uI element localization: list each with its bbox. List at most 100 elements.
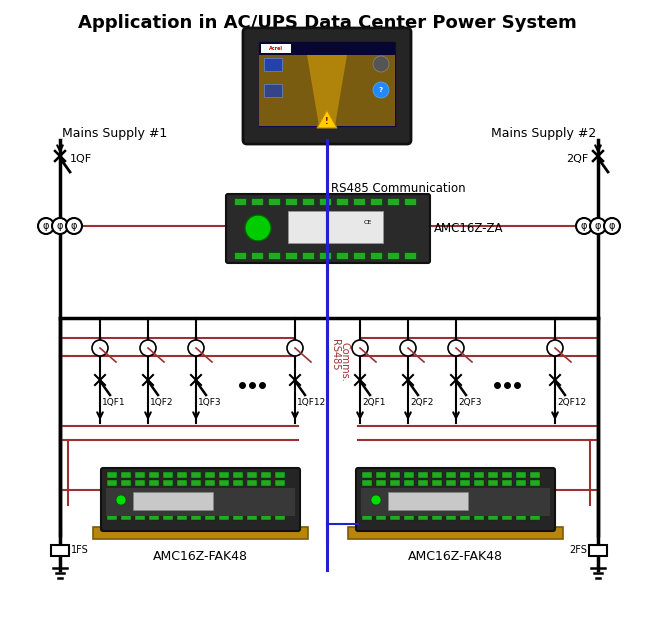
Bar xyxy=(516,472,526,478)
Bar xyxy=(285,252,297,259)
Bar xyxy=(370,252,382,259)
Bar xyxy=(177,480,187,486)
Bar xyxy=(348,527,563,539)
Circle shape xyxy=(287,340,303,356)
Text: 1QF12: 1QF12 xyxy=(297,398,326,407)
Text: 1FS: 1FS xyxy=(71,545,88,555)
Bar xyxy=(502,514,512,520)
Bar xyxy=(418,480,428,486)
Text: φ: φ xyxy=(43,221,49,231)
Text: 2QF12: 2QF12 xyxy=(557,398,586,407)
Text: 2FS: 2FS xyxy=(569,545,587,555)
Bar xyxy=(488,480,498,486)
Circle shape xyxy=(352,340,368,356)
Bar xyxy=(264,84,282,97)
Bar xyxy=(234,198,246,205)
Bar xyxy=(285,198,297,205)
Text: 2QF3: 2QF3 xyxy=(458,398,481,407)
Bar xyxy=(107,480,117,486)
Text: AMC16Z-ZA: AMC16Z-ZA xyxy=(434,222,504,235)
Text: φ: φ xyxy=(608,221,615,231)
Circle shape xyxy=(92,340,108,356)
Text: CE: CE xyxy=(364,220,372,225)
Bar xyxy=(135,514,145,520)
Bar xyxy=(362,480,372,486)
Bar xyxy=(460,480,470,486)
Bar xyxy=(432,514,442,520)
Bar xyxy=(233,472,243,478)
Bar xyxy=(418,472,428,478)
Circle shape xyxy=(245,215,271,241)
Bar xyxy=(149,514,159,520)
Circle shape xyxy=(66,218,82,234)
Bar xyxy=(107,514,117,520)
Bar xyxy=(234,252,246,259)
Bar xyxy=(268,252,280,259)
Text: 1QF2: 1QF2 xyxy=(150,398,174,407)
Bar xyxy=(106,488,295,516)
Text: 1QF: 1QF xyxy=(70,154,92,164)
Circle shape xyxy=(400,340,416,356)
Bar xyxy=(387,198,399,205)
Text: AMC16Z-FAK48: AMC16Z-FAK48 xyxy=(407,550,502,563)
Circle shape xyxy=(373,82,389,98)
Bar xyxy=(163,480,173,486)
Text: 1QF3: 1QF3 xyxy=(198,398,221,407)
FancyBboxPatch shape xyxy=(101,468,300,531)
Bar xyxy=(404,472,414,478)
Bar xyxy=(390,472,400,478)
Bar xyxy=(516,514,526,520)
Bar xyxy=(259,42,395,126)
Bar xyxy=(336,252,348,259)
Circle shape xyxy=(188,340,204,356)
Text: Application in AC/UPS Data Center Power System: Application in AC/UPS Data Center Power … xyxy=(78,14,576,32)
Bar xyxy=(319,252,331,259)
Bar xyxy=(251,198,263,205)
Circle shape xyxy=(604,218,620,234)
Bar xyxy=(302,198,314,205)
Bar xyxy=(93,527,308,539)
Bar xyxy=(247,480,257,486)
Bar xyxy=(446,514,456,520)
Text: φ: φ xyxy=(581,221,588,231)
Text: !: ! xyxy=(325,116,329,125)
Bar xyxy=(191,514,201,520)
FancyBboxPatch shape xyxy=(356,468,555,531)
Bar xyxy=(261,514,271,520)
Circle shape xyxy=(448,340,464,356)
FancyBboxPatch shape xyxy=(243,28,411,144)
Bar xyxy=(361,488,550,516)
Text: RS485: RS485 xyxy=(330,339,340,371)
Circle shape xyxy=(38,218,54,234)
Bar xyxy=(404,252,416,259)
Circle shape xyxy=(371,495,381,505)
Bar xyxy=(432,480,442,486)
Bar xyxy=(502,480,512,486)
Bar xyxy=(460,472,470,478)
Text: RS485 Communication: RS485 Communication xyxy=(331,183,466,195)
Bar xyxy=(353,198,365,205)
Bar xyxy=(205,514,215,520)
Bar xyxy=(261,472,271,478)
Bar xyxy=(149,480,159,486)
Bar xyxy=(404,198,416,205)
Bar xyxy=(219,514,229,520)
Bar xyxy=(516,480,526,486)
Bar xyxy=(387,252,399,259)
Text: 2QF: 2QF xyxy=(566,154,588,164)
Text: 1QF1: 1QF1 xyxy=(102,398,126,407)
Bar xyxy=(177,472,187,478)
Circle shape xyxy=(547,340,563,356)
Bar xyxy=(135,480,145,486)
Bar xyxy=(502,472,512,478)
Bar xyxy=(474,480,484,486)
Circle shape xyxy=(52,218,68,234)
Circle shape xyxy=(373,56,389,72)
Bar xyxy=(135,472,145,478)
Bar xyxy=(288,211,383,243)
Bar xyxy=(319,198,331,205)
Bar xyxy=(275,514,285,520)
Bar xyxy=(259,42,395,55)
Bar xyxy=(376,480,386,486)
Bar xyxy=(177,514,187,520)
